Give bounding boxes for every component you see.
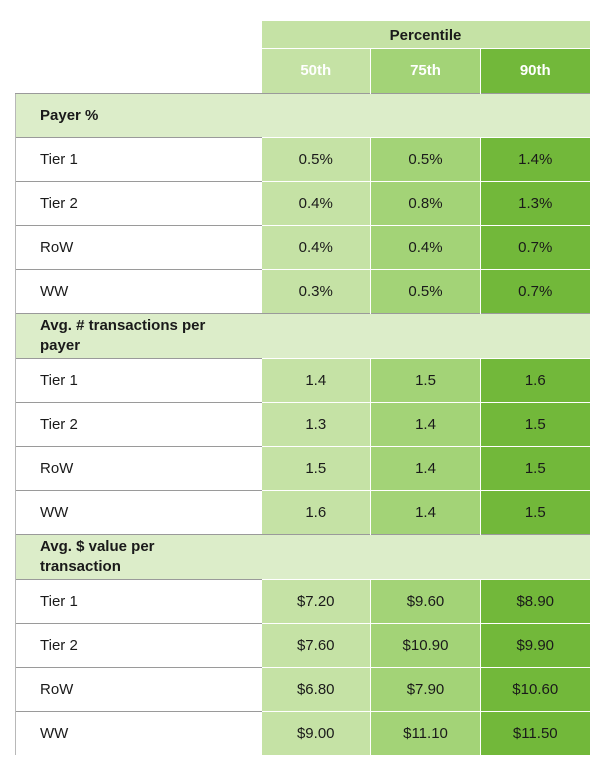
table-row: RoW 1.5 1.4 1.5 — [15, 445, 590, 490]
section-title-payer-pct: Payer % — [15, 92, 590, 137]
value-cell-50th: 0.3% — [261, 268, 371, 313]
value-cell-90th: $9.90 — [480, 622, 590, 667]
row-label: Tier 2 — [15, 622, 262, 667]
value-cell-50th: 0.5% — [261, 136, 371, 181]
percentile-table: Percentile 50th 75th 90th Payer % Tier 1… — [15, 21, 590, 755]
table-row: Tier 2 0.4% 0.8% 1.3% — [15, 180, 590, 225]
value-cell-50th: 0.4% — [261, 224, 371, 269]
section-title-text: Avg. # transactions per payer — [40, 317, 206, 354]
value-cell-50th: $9.00 — [261, 710, 371, 755]
value-cell-90th: 1.3% — [480, 180, 590, 225]
row-label: Tier 1 — [15, 357, 262, 402]
table-row: Tier 1 $7.20 $9.60 $8.90 — [15, 578, 590, 623]
value-cell-90th: 1.4% — [480, 136, 590, 181]
column-header-90th: 90th — [480, 47, 590, 93]
value-cell-75th: $11.10 — [370, 710, 481, 755]
value-cell-75th: 0.4% — [370, 224, 481, 269]
value-cell-90th: $10.60 — [480, 666, 590, 711]
section-title-avg-value: Avg. $ value per transaction — [15, 533, 590, 579]
header-columns-row: 50th 75th 90th — [15, 47, 590, 93]
row-label: RoW — [15, 224, 262, 269]
header-blank-cell — [15, 21, 262, 48]
row-label: Tier 2 — [15, 180, 262, 225]
value-cell-90th: 1.5 — [480, 445, 590, 490]
value-cell-75th: $10.90 — [370, 622, 481, 667]
value-cell-75th: $9.60 — [370, 578, 481, 623]
row-label: WW — [15, 710, 262, 755]
section-title-avg-transactions: Avg. # transactions per payer — [15, 312, 590, 358]
value-cell-50th: $7.60 — [261, 622, 371, 667]
table-row: RoW $6.80 $7.90 $10.60 — [15, 666, 590, 711]
value-cell-75th: 1.4 — [370, 445, 481, 490]
value-cell-75th: 1.4 — [370, 401, 481, 446]
value-cell-90th: $11.50 — [480, 710, 590, 755]
value-cell-50th: $7.20 — [261, 578, 371, 623]
row-label: WW — [15, 268, 262, 313]
row-label: RoW — [15, 445, 262, 490]
table-row: Tier 2 1.3 1.4 1.5 — [15, 401, 590, 446]
value-cell-75th: 0.8% — [370, 180, 481, 225]
table-row: Tier 1 1.4 1.5 1.6 — [15, 357, 590, 402]
section-header-row: Payer % — [15, 92, 590, 137]
table-row: WW 1.6 1.4 1.5 — [15, 489, 590, 534]
table-row: Tier 2 $7.60 $10.90 $9.90 — [15, 622, 590, 667]
value-cell-90th: 1.5 — [480, 489, 590, 534]
section-header-row: Avg. $ value per transaction — [15, 533, 590, 579]
header-group-row: Percentile — [15, 21, 590, 48]
table-row: Tier 1 0.5% 0.5% 1.4% — [15, 136, 590, 181]
value-cell-75th: 0.5% — [370, 136, 481, 181]
value-cell-90th: 1.6 — [480, 357, 590, 402]
value-cell-90th: 0.7% — [480, 268, 590, 313]
value-cell-75th: 0.5% — [370, 268, 481, 313]
column-header-50th: 50th — [261, 47, 371, 93]
row-label: RoW — [15, 666, 262, 711]
percentile-table-container: Percentile 50th 75th 90th Payer % Tier 1… — [15, 21, 590, 755]
value-cell-50th: $6.80 — [261, 666, 371, 711]
value-cell-90th: $8.90 — [480, 578, 590, 623]
table-row: RoW 0.4% 0.4% 0.7% — [15, 224, 590, 269]
value-cell-50th: 0.4% — [261, 180, 371, 225]
section-header-row: Avg. # transactions per payer — [15, 312, 590, 358]
value-cell-50th: 1.5 — [261, 445, 371, 490]
header-blank-cell — [15, 48, 262, 93]
row-label: Tier 1 — [15, 578, 262, 623]
value-cell-75th: 1.4 — [370, 489, 481, 534]
row-label: WW — [15, 489, 262, 534]
value-cell-90th: 1.5 — [480, 401, 590, 446]
value-cell-50th: 1.6 — [261, 489, 371, 534]
value-cell-90th: 0.7% — [480, 224, 590, 269]
value-cell-75th: 1.5 — [370, 357, 481, 402]
table-row: WW $9.00 $11.10 $11.50 — [15, 710, 590, 755]
value-cell-50th: 1.4 — [261, 357, 371, 402]
table-row: WW 0.3% 0.5% 0.7% — [15, 268, 590, 313]
value-cell-75th: $7.90 — [370, 666, 481, 711]
percentile-header: Percentile — [261, 21, 590, 48]
column-header-75th: 75th — [370, 47, 481, 93]
row-label: Tier 1 — [15, 136, 262, 181]
row-label: Tier 2 — [15, 401, 262, 446]
value-cell-50th: 1.3 — [261, 401, 371, 446]
section-title-text: Avg. $ value per transaction — [40, 538, 155, 575]
